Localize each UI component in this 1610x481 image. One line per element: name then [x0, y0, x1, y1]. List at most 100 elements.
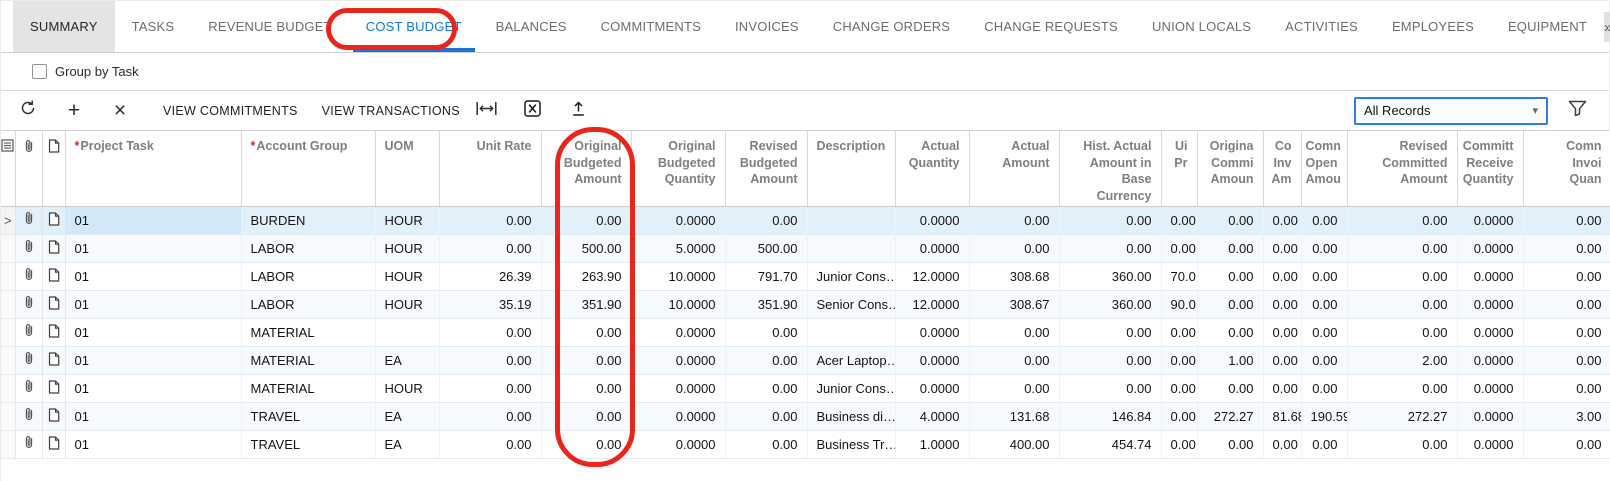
cell-coInvAm[interactable]: 81.68 — [1263, 402, 1302, 431]
cell-histActualBase[interactable]: 0.00 — [1059, 234, 1162, 263]
cell-note[interactable] — [42, 206, 66, 235]
cell-histActualBase[interactable]: 146.84 — [1059, 402, 1162, 431]
cell-projectTask[interactable]: 01 — [65, 374, 242, 403]
cell-uom[interactable]: EA — [375, 430, 440, 459]
cell-histActualBase[interactable]: 360.00 — [1059, 262, 1162, 291]
cell-commOpenAmount[interactable]: 0.00 — [1301, 206, 1348, 235]
cell-origCommitted[interactable]: 272.27 — [1197, 402, 1264, 431]
cell-attachment[interactable] — [15, 290, 43, 319]
cell-actualQty[interactable]: 0.0000 — [895, 206, 970, 235]
cell-description[interactable]: Business di… — [807, 402, 896, 431]
cell-unitRate[interactable]: 0.00 — [439, 234, 542, 263]
column-header-coInvAm[interactable]: Co Inv Am — [1263, 131, 1302, 207]
table-row[interactable]: 01 TRAVEL EA 0.00 0.00 0.0000 0.00 Business di…… — [1, 402, 1610, 431]
table-row[interactable]: 01 LABOR HOUR 26.39 263.90 10.0000 791.70 Junio… — [1, 262, 1610, 291]
cell-committedRecvQty[interactable]: 0.0000 — [1457, 290, 1524, 319]
column-header-committedRecvQty[interactable]: Committ Receive Quantity — [1457, 131, 1524, 207]
cell-committedRecvQty[interactable]: 0.0000 — [1457, 402, 1524, 431]
cell-uom[interactable]: EA — [375, 402, 440, 431]
cell-actualQty[interactable]: 4.0000 — [895, 402, 970, 431]
tab-tasks[interactable]: TASKS — [131, 19, 175, 34]
cell-coInvAm[interactable]: 0.00 — [1263, 374, 1302, 403]
cell-actualQty[interactable]: 0.0000 — [895, 318, 970, 347]
cell-accountGroup[interactable]: MATERIAL — [241, 346, 376, 375]
cell-attachment[interactable] — [15, 374, 43, 403]
cell-actualAmount[interactable]: 308.67 — [969, 290, 1060, 319]
cell-actualAmount[interactable]: 0.00 — [969, 206, 1060, 235]
cell-revCommittedAmount[interactable]: 272.27 — [1347, 402, 1458, 431]
cell-projectTask[interactable]: 01 — [65, 234, 242, 263]
cell-commOpenAmount[interactable]: 0.00 — [1301, 234, 1348, 263]
cell-attachment[interactable] — [15, 318, 43, 347]
cell-description[interactable] — [807, 234, 896, 263]
cell-histActualBase[interactable]: 0.00 — [1059, 374, 1162, 403]
column-header-uom[interactable]: UOM — [375, 131, 440, 207]
cell-projectTask[interactable]: 01 — [65, 290, 242, 319]
cell-projectTask[interactable]: 01 — [65, 402, 242, 431]
table-row[interactable]: 01 MATERIAL 0.00 0.00 0.0000 0.00 0.0000 0.00 0.… — [1, 318, 1610, 347]
cell-actualAmount[interactable]: 0.00 — [969, 234, 1060, 263]
cell-origBudgetAmount[interactable]: 500.00 — [541, 234, 632, 263]
cell-actualAmount[interactable]: 0.00 — [969, 318, 1060, 347]
cell-description[interactable] — [807, 318, 896, 347]
cell-origBudgetQty[interactable]: 0.0000 — [631, 346, 726, 375]
cell-projectTask[interactable]: 01 — [65, 206, 242, 235]
cell-origCommitted[interactable]: 0.00 — [1197, 290, 1264, 319]
cell-coInvAm[interactable]: 0.00 — [1263, 318, 1302, 347]
cell-origBudgetAmount[interactable]: 0.00 — [541, 206, 632, 235]
cell-actualQty[interactable]: 1.0000 — [895, 430, 970, 459]
cell-note[interactable] — [42, 374, 66, 403]
cell-histActualBase[interactable]: 360.00 — [1059, 290, 1162, 319]
view-transactions-button[interactable]: VIEW TRANSACTIONS — [321, 103, 460, 118]
header-row-settings-icon[interactable] — [1, 131, 16, 207]
cell-uiPr[interactable]: 90.0 — [1161, 290, 1198, 319]
cell-origBudgetAmount[interactable]: 351.90 — [541, 290, 632, 319]
cell-accountGroup[interactable]: LABOR — [241, 262, 376, 291]
cell-coInvAm[interactable]: 0.00 — [1263, 290, 1302, 319]
cell-revCommittedAmount[interactable]: 2.00 — [1347, 346, 1458, 375]
cell-revBudgetAmount[interactable]: 0.00 — [725, 318, 808, 347]
cell-revBudgetAmount[interactable]: 0.00 — [725, 430, 808, 459]
table-row[interactable]: 01 TRAVEL EA 0.00 0.00 0.0000 0.00 Business Tr…… — [1, 430, 1610, 459]
cell-revCommittedAmount[interactable]: 0.00 — [1347, 234, 1458, 263]
cell-commOpenAmount[interactable]: 190.59 — [1301, 402, 1348, 431]
cell-uiPr[interactable]: 0.00 — [1161, 234, 1198, 263]
cell-origBudgetAmount[interactable]: 0.00 — [541, 402, 632, 431]
cell-origBudgetQty[interactable]: 0.0000 — [631, 430, 726, 459]
cell-revBudgetAmount[interactable]: 0.00 — [725, 374, 808, 403]
cell-commOpenAmount[interactable]: 0.00 — [1301, 262, 1348, 291]
records-filter-dropdown[interactable]: All Records ▾ — [1354, 96, 1548, 125]
tab-change-requests[interactable]: CHANGE REQUESTS — [984, 19, 1118, 34]
cell-note[interactable] — [42, 290, 66, 319]
cell-revCommittedAmount[interactable]: 0.00 — [1347, 262, 1458, 291]
cell-accountGroup[interactable]: LABOR — [241, 234, 376, 263]
cell-revCommittedAmount[interactable]: 0.00 — [1347, 430, 1458, 459]
cell-commInvQty[interactable]: 0.00 — [1523, 206, 1610, 235]
tab-balances[interactable]: BALANCES — [495, 19, 567, 34]
cell-uiPr[interactable]: 0.00 — [1161, 346, 1198, 375]
cell-attachment[interactable] — [15, 402, 43, 431]
tab-change-orders[interactable]: CHANGE ORDERS — [832, 19, 951, 34]
cell-uiPr[interactable]: 0.00 — [1161, 206, 1198, 235]
cell-origCommitted[interactable]: 0.00 — [1197, 234, 1264, 263]
view-commitments-button[interactable]: VIEW COMMITMENTS — [163, 103, 298, 118]
cell-unitRate[interactable]: 0.00 — [439, 346, 542, 375]
cell-origCommitted[interactable]: 0.00 — [1197, 206, 1264, 235]
table-row[interactable]: 01 LABOR HOUR 0.00 500.00 5.0000 500.00 0.0000 0… — [1, 234, 1610, 263]
cell-origBudgetQty[interactable]: 10.0000 — [631, 290, 726, 319]
delete-row-button[interactable]: × — [109, 100, 131, 122]
cell-note[interactable] — [42, 234, 66, 263]
refresh-button[interactable] — [17, 100, 39, 122]
table-row[interactable]: >01 BURDEN HOUR 0.00 0.00 0.0000 0.00 0.0000 0.0… — [1, 206, 1610, 235]
column-header-origBudgetQty[interactable]: Original Budgeted Quantity — [631, 131, 726, 207]
cell-histActualBase[interactable]: 0.00 — [1059, 318, 1162, 347]
cell-description[interactable] — [807, 206, 896, 235]
column-header-origCommitted[interactable]: Origina Commi Amoun — [1197, 131, 1264, 207]
cell-origBudgetAmount[interactable]: 263.90 — [541, 262, 632, 291]
cell-attachment[interactable] — [15, 262, 43, 291]
cell-commInvQty[interactable]: 0.00 — [1523, 374, 1610, 403]
tab-equipment[interactable]: EQUIPMENT — [1507, 19, 1588, 34]
cell-origCommitted[interactable]: 0.00 — [1197, 262, 1264, 291]
cell-revCommittedAmount[interactable]: 0.00 — [1347, 290, 1458, 319]
cell-coInvAm[interactable]: 0.00 — [1263, 206, 1302, 235]
